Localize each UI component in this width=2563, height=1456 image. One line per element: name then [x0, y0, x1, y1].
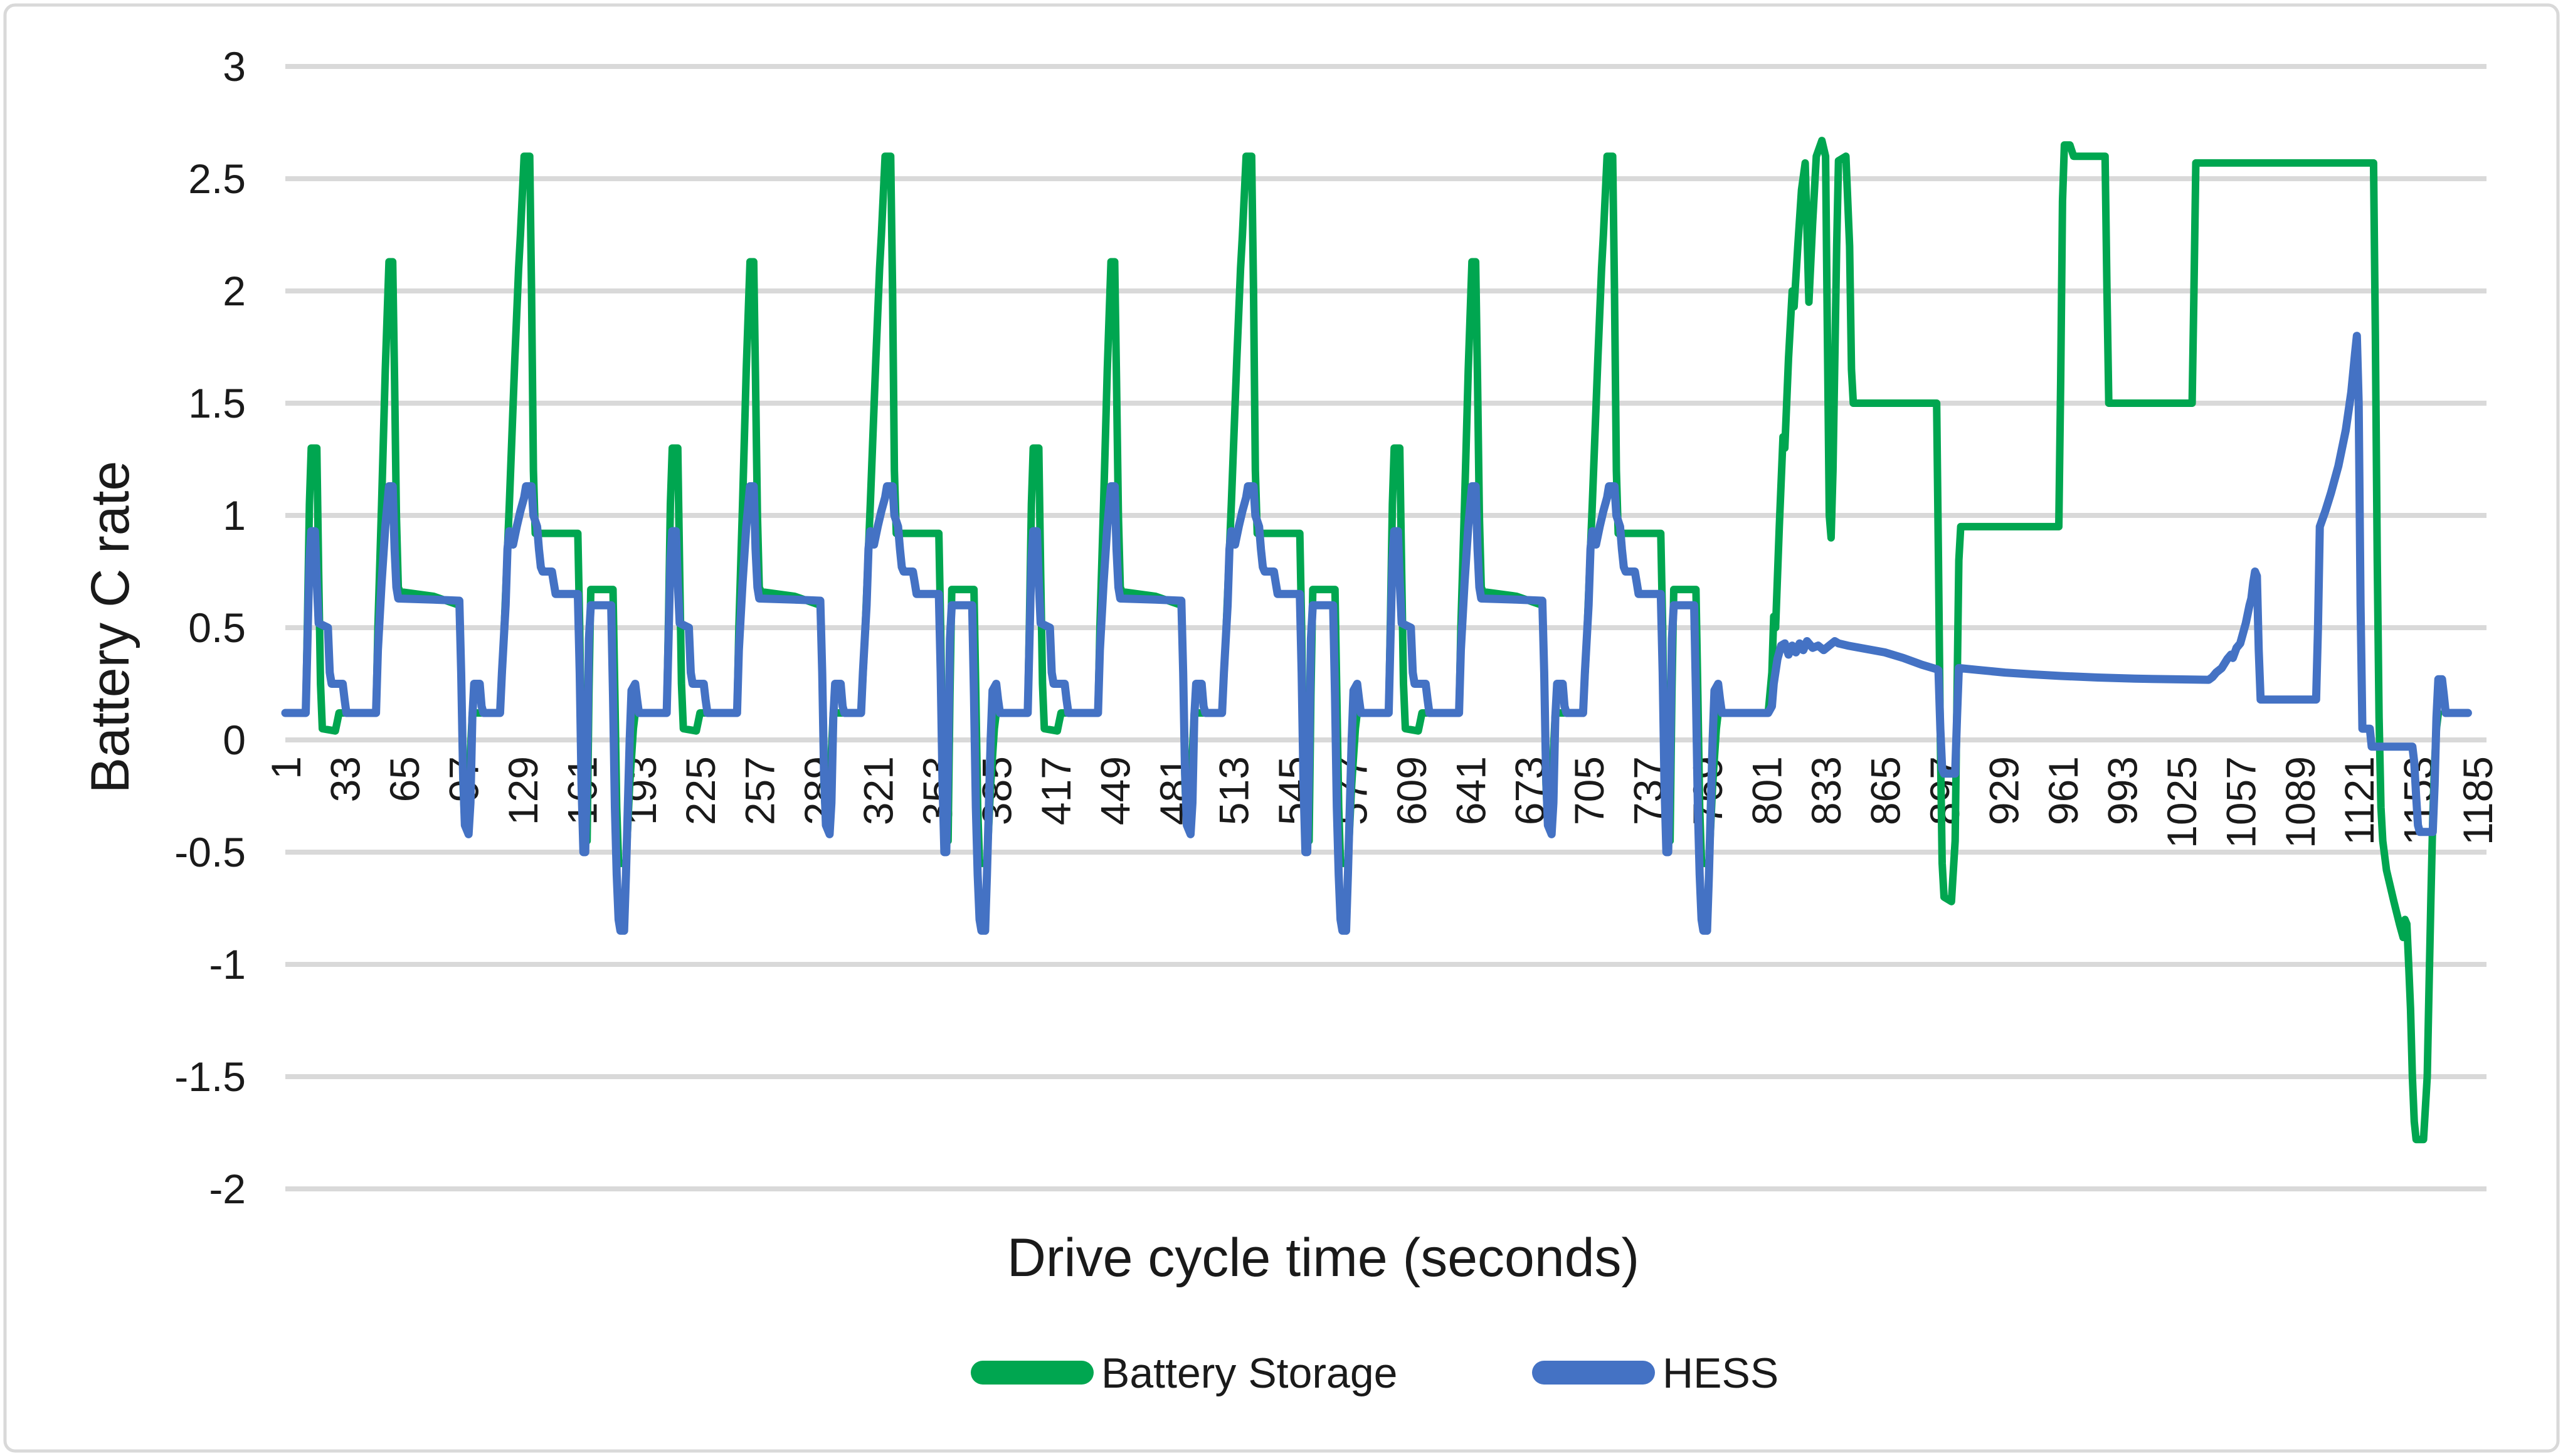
y-tick-label: 0	[223, 717, 246, 763]
series-line-hess	[281, 332, 2472, 935]
y-tick-label: -1	[209, 941, 246, 988]
x-tick-label: 449	[1092, 756, 1138, 825]
x-tick-label: 33	[322, 756, 368, 802]
x-tick-label: 321	[855, 756, 902, 825]
y-tick-label: 2	[223, 268, 246, 314]
y-tick-label: 0.5	[188, 604, 246, 651]
y-axis-tick-labels: 3 2.5 2 1.5 1 0.5 0 -0.5 -1 -1.5 -2	[174, 43, 246, 1212]
legend-swatch-battery-storage	[971, 1361, 1094, 1385]
y-tick-label: 1.5	[188, 380, 246, 426]
x-tick-label: 865	[1863, 756, 1909, 825]
y-axis-title: Battery C rate	[80, 461, 140, 794]
y-tick-label: -2	[209, 1166, 246, 1212]
x-tick-label: 65	[381, 756, 428, 802]
x-tick-label: 929	[1980, 756, 2027, 825]
x-tick-label: 257	[737, 756, 783, 825]
x-tick-label: 1057	[2217, 756, 2264, 848]
y-tick-label: -0.5	[174, 829, 246, 875]
x-tick-label: 961	[2040, 756, 2086, 825]
x-tick-label: 1185	[2455, 756, 2501, 845]
y-tick-label: 3	[223, 43, 246, 90]
x-tick-label: 1089	[2277, 756, 2323, 848]
x-tick-label: 833	[1803, 756, 1849, 825]
y-tick-label: 2.5	[188, 156, 246, 202]
legend: Battery Storage HESS	[971, 1349, 1778, 1397]
legend-label-hess: HESS	[1662, 1349, 1778, 1397]
x-tick-label: 513	[1210, 756, 1257, 825]
x-axis-title: Drive cycle time (seconds)	[1007, 1228, 1639, 1288]
x-axis-tick-labels: 1 33 65 97 129 161 193 225 257 289 321 353 385 417 449…	[263, 756, 2501, 848]
x-tick-label: 609	[1388, 756, 1435, 825]
x-tick-label: 353	[914, 756, 961, 825]
x-tick-label: 801	[1744, 756, 1790, 825]
x-tick-label: 225	[677, 756, 724, 825]
legend-swatch-hess	[1532, 1361, 1655, 1385]
x-tick-label: 1025	[2159, 756, 2205, 848]
legend-label-battery-storage: Battery Storage	[1101, 1349, 1397, 1397]
x-tick-label: 1121	[2336, 756, 2382, 845]
x-tick-label: 129	[500, 756, 546, 825]
x-tick-label: 705	[1566, 756, 1612, 825]
gridlines	[285, 64, 2486, 1191]
x-tick-label: 641	[1447, 756, 1494, 825]
y-tick-label: -1.5	[174, 1053, 246, 1100]
x-tick-label: 1	[263, 756, 309, 779]
x-tick-label: 417	[1033, 756, 1079, 825]
y-tick-label: 1	[223, 492, 246, 539]
chart-outer-border	[3, 3, 2560, 1453]
series-lines	[281, 137, 2472, 1144]
x-tick-label: 993	[2099, 756, 2145, 825]
